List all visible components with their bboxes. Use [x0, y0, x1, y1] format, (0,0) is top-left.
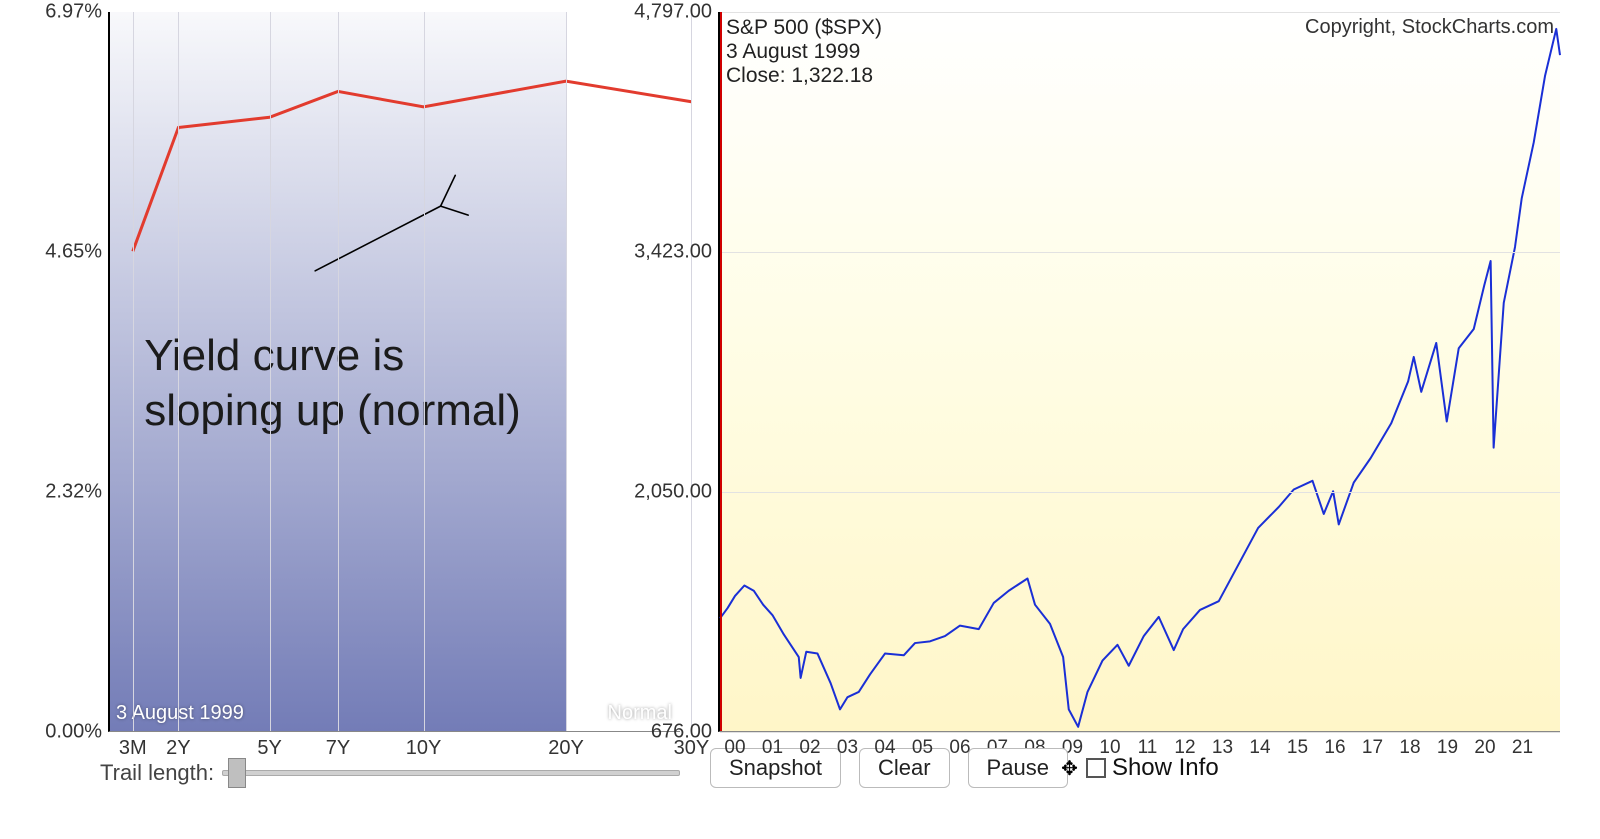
yc-xtick: 7Y: [326, 737, 350, 760]
sp-xtick: 03: [837, 737, 858, 759]
sp500-title: S&P 500 ($SPX): [726, 16, 882, 40]
yield-curve-arrow-icon: [110, 12, 680, 731]
yc-gridline: [424, 12, 425, 731]
yc-xtick: 5Y: [257, 737, 281, 760]
yc-xtick: 2Y: [166, 737, 190, 760]
trail-length-control: Trail length:: [100, 760, 680, 786]
sp-gridline: [720, 12, 1560, 13]
yc-gridline: [133, 12, 134, 731]
yc-xtick: 3M: [119, 737, 147, 760]
sp-xtick: 10: [1099, 737, 1120, 759]
yc-xtick: 10Y: [406, 737, 442, 760]
yc-gridline: [566, 12, 567, 731]
yc-ytick: 0.00%: [28, 721, 102, 744]
sp-xtick: 18: [1399, 737, 1420, 759]
sp500-chart: S&P 500 ($SPX) 3 August 1999 Close: 1,32…: [718, 12, 1560, 732]
sp-ytick: 4,797.00: [634, 1, 712, 24]
sp-ytick: 3,423.00: [634, 241, 712, 264]
sp-xtick: 01: [762, 737, 783, 759]
trail-length-label: Trail length:: [100, 760, 214, 786]
yield-curve-date: 3 August 1999: [116, 702, 244, 725]
sp-xtick: 13: [1212, 737, 1233, 759]
checkbox-box-icon: [1086, 758, 1106, 778]
sp-gridline: [720, 732, 1560, 733]
sp-xtick: 19: [1437, 737, 1458, 759]
sp-xtick: 02: [799, 737, 820, 759]
yc-ytick: 2.32%: [28, 481, 102, 504]
yc-xtick: 20Y: [548, 737, 584, 760]
sp500-header: S&P 500 ($SPX) 3 August 1999 Close: 1,32…: [726, 16, 882, 88]
trail-slider-thumb[interactable]: [228, 758, 246, 788]
sp-xtick: 17: [1362, 737, 1383, 759]
pause-button[interactable]: Pause: [968, 748, 1068, 788]
sp-xtick: 12: [1174, 737, 1195, 759]
sp-xtick: 20: [1474, 737, 1495, 759]
sp500-time-marker: [720, 12, 722, 731]
yc-gridline: [338, 12, 339, 731]
yc-ytick: 4.65%: [28, 240, 102, 263]
clear-button[interactable]: Clear: [859, 748, 950, 788]
sp-gridline: [720, 252, 1560, 253]
yc-gridline: [270, 12, 271, 731]
sp-ytick: 2,050.00: [634, 480, 712, 503]
yield-curve-chart: Yield curve is sloping up (normal) 3 Aug…: [108, 12, 680, 732]
sp500-line-svg: [720, 12, 1560, 731]
sp500-copyright: Copyright, StockCharts.com: [1305, 16, 1554, 39]
sp-xtick: 21: [1512, 737, 1533, 759]
sp-gridline: [720, 492, 1560, 493]
yc-gridline: [691, 12, 692, 731]
sp500-info-date: 3 August 1999: [726, 40, 882, 64]
trail-length-slider[interactable]: [222, 770, 680, 776]
yc-ytick: 6.97%: [28, 1, 102, 24]
yc-gridline: [178, 12, 179, 731]
sp-xtick: 05: [912, 737, 933, 759]
sp-xtick: 00: [724, 737, 745, 759]
sp-ytick: 676.00: [634, 721, 712, 744]
sp500-info-close: Close: 1,322.18: [726, 64, 882, 88]
sp-xtick: 04: [874, 737, 895, 759]
sp500-panel: S&P 500 ($SPX) 3 August 1999 Close: 1,32…: [710, 12, 1560, 827]
sp-xtick: 15: [1287, 737, 1308, 759]
yield-curve-panel: Yield curve is sloping up (normal) 3 Aug…: [100, 12, 680, 827]
sp-xtick: 11: [1138, 737, 1158, 759]
sp-xtick: 14: [1249, 737, 1270, 759]
sp-xtick: 16: [1324, 737, 1345, 759]
show-info-label: Show Info: [1112, 754, 1219, 782]
